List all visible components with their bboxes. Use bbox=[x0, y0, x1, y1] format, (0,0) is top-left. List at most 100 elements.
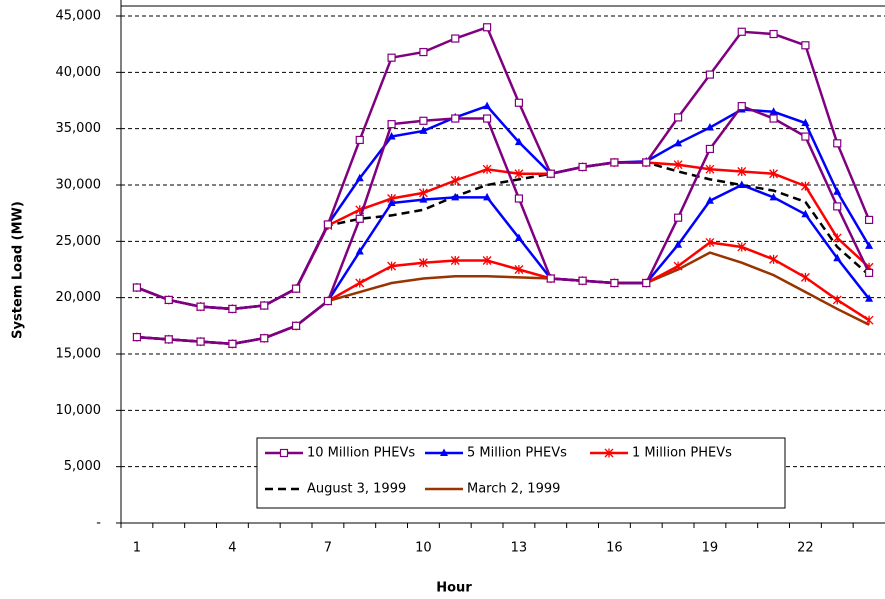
marker bbox=[705, 144, 715, 154]
marker bbox=[355, 173, 364, 182]
marker bbox=[450, 175, 460, 185]
marker bbox=[450, 255, 460, 265]
marker bbox=[578, 276, 587, 285]
marker bbox=[833, 139, 842, 148]
marker bbox=[483, 101, 492, 110]
marker bbox=[642, 158, 651, 167]
marker bbox=[801, 118, 810, 127]
marker bbox=[705, 237, 715, 247]
y-axis-label: System Load (MW) bbox=[11, 201, 26, 339]
marker bbox=[132, 283, 142, 292]
marker bbox=[673, 113, 683, 122]
y-tick-label: 45,000 bbox=[56, 9, 102, 24]
marker bbox=[801, 41, 810, 50]
marker bbox=[642, 278, 651, 288]
marker bbox=[387, 120, 396, 129]
marker bbox=[355, 135, 364, 145]
series-line bbox=[136, 161, 870, 311]
marker bbox=[864, 215, 874, 225]
marker bbox=[451, 192, 460, 201]
marker bbox=[546, 274, 555, 283]
marker bbox=[355, 278, 365, 288]
marker bbox=[228, 339, 237, 348]
marker bbox=[387, 53, 396, 62]
marker bbox=[323, 220, 333, 229]
marker bbox=[419, 116, 428, 125]
marker bbox=[610, 158, 619, 167]
marker bbox=[737, 27, 746, 36]
marker bbox=[737, 242, 747, 252]
series-line bbox=[136, 25, 871, 311]
marker bbox=[769, 114, 778, 123]
x-axis-label: Hour bbox=[436, 581, 472, 596]
marker bbox=[737, 166, 747, 176]
marker bbox=[737, 180, 746, 188]
x-tick-label: 13 bbox=[511, 541, 528, 556]
legend-label: 10 Million PHEVs bbox=[307, 446, 415, 461]
marker bbox=[419, 195, 428, 203]
marker bbox=[673, 213, 683, 222]
marker bbox=[737, 102, 746, 111]
series-line bbox=[136, 161, 870, 311]
marker bbox=[279, 448, 289, 458]
y-tick-label: 5,000 bbox=[64, 459, 101, 474]
marker bbox=[483, 192, 492, 201]
marker bbox=[800, 272, 810, 282]
y-tick-label: 35,000 bbox=[56, 121, 102, 136]
marker bbox=[673, 160, 683, 170]
marker bbox=[832, 233, 842, 243]
series-line bbox=[136, 104, 871, 346]
marker bbox=[865, 241, 874, 249]
y-tick-label: 30,000 bbox=[56, 178, 102, 193]
marker bbox=[355, 214, 364, 223]
marker bbox=[769, 254, 779, 264]
marker bbox=[260, 334, 269, 343]
marker bbox=[355, 246, 364, 255]
legend: 10 Million PHEVs 5 Million PHEVs 1 Million… bbox=[256, 437, 786, 509]
marker bbox=[387, 198, 396, 207]
x-tick-label: 4 bbox=[228, 541, 236, 556]
x-tick-label: 22 bbox=[797, 541, 814, 556]
marker bbox=[673, 261, 683, 271]
marker bbox=[514, 265, 524, 274]
y-tick-label: 15,000 bbox=[56, 347, 102, 362]
marker bbox=[291, 284, 301, 293]
marker bbox=[451, 114, 460, 123]
marker bbox=[164, 295, 173, 305]
marker bbox=[419, 126, 428, 134]
marker bbox=[196, 302, 205, 311]
marker bbox=[801, 132, 810, 141]
marker bbox=[164, 335, 173, 344]
marker bbox=[514, 233, 523, 241]
marker bbox=[833, 253, 842, 262]
marker bbox=[387, 132, 396, 140]
marker bbox=[833, 202, 842, 211]
legend-label: August 3, 1999 bbox=[307, 482, 406, 497]
marker bbox=[610, 278, 619, 288]
marker bbox=[674, 240, 683, 248]
marker bbox=[674, 138, 683, 147]
marker bbox=[260, 301, 269, 310]
x-tick-label: 1 bbox=[133, 541, 141, 556]
marker bbox=[769, 29, 778, 39]
marker bbox=[323, 296, 333, 306]
marker bbox=[769, 169, 779, 179]
marker bbox=[705, 196, 714, 204]
y-tick-label: 25,000 bbox=[56, 234, 102, 249]
marker bbox=[705, 164, 715, 174]
marker bbox=[228, 304, 237, 314]
marker bbox=[769, 192, 778, 201]
marker bbox=[418, 258, 428, 268]
marker bbox=[705, 123, 714, 131]
marker bbox=[482, 255, 492, 265]
marker bbox=[196, 337, 205, 346]
marker bbox=[705, 70, 715, 79]
marker bbox=[291, 321, 301, 330]
marker bbox=[514, 194, 524, 203]
marker bbox=[482, 23, 492, 32]
marker bbox=[865, 294, 874, 302]
series-line bbox=[136, 241, 870, 346]
marker bbox=[440, 448, 448, 456]
